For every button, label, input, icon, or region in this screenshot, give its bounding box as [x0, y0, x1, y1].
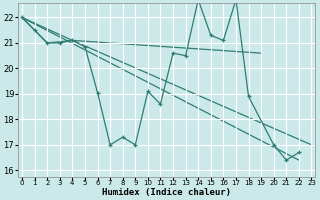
X-axis label: Humidex (Indice chaleur): Humidex (Indice chaleur): [102, 188, 231, 197]
